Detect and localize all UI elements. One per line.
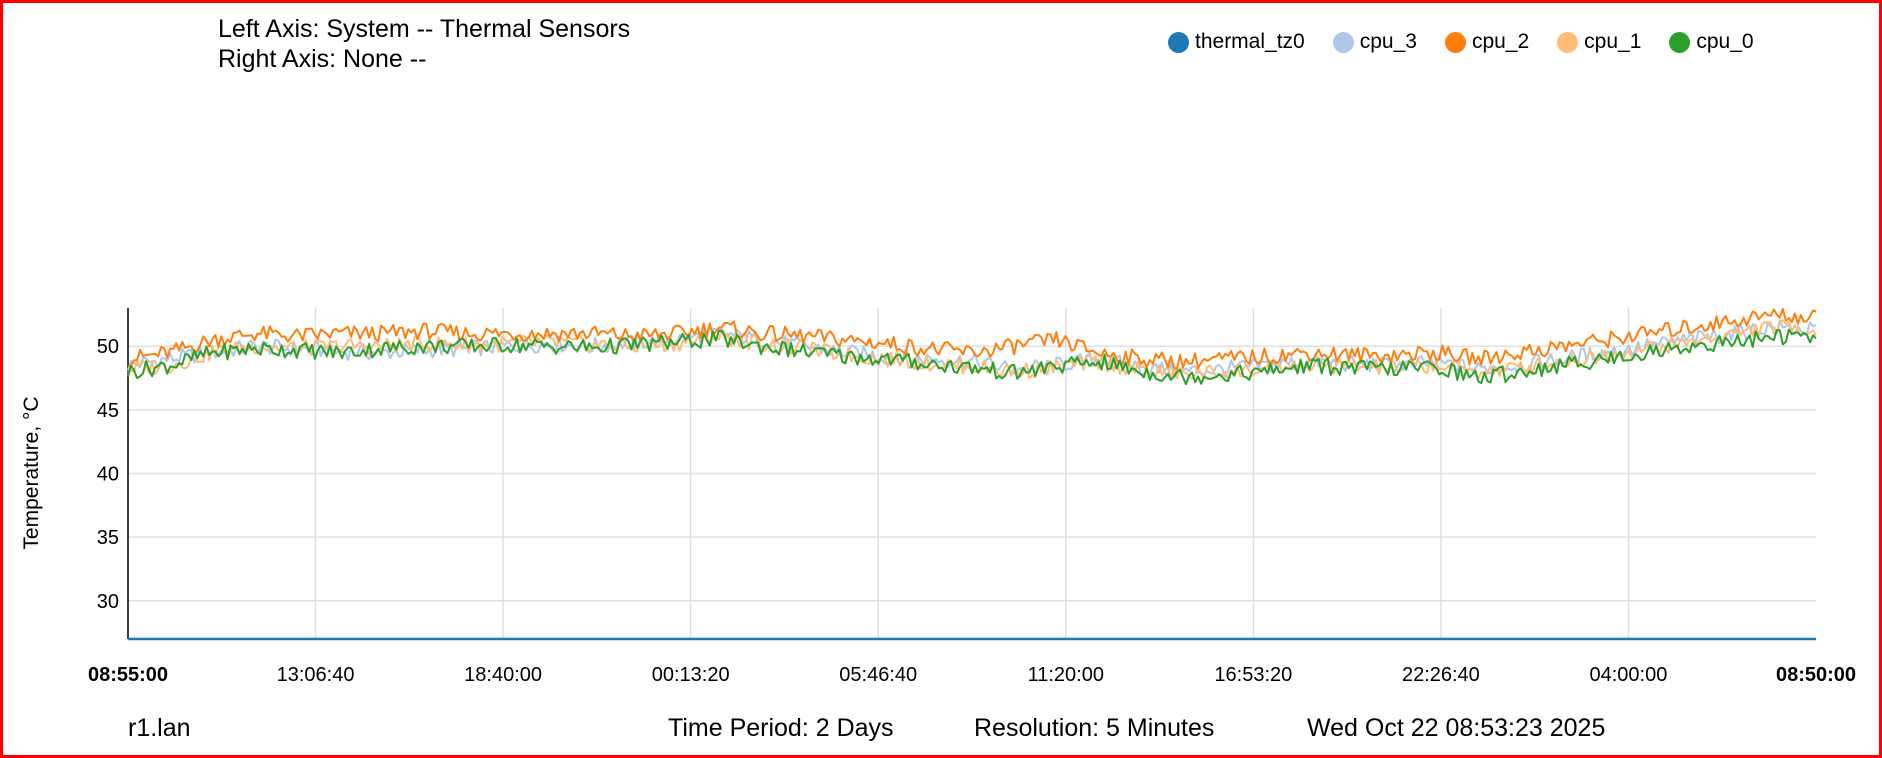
y-tick-label: 40: [97, 464, 119, 486]
series-line-cpu_0: [127, 328, 1817, 386]
y-tick-label: 30: [97, 591, 119, 613]
legend-label: cpu_0: [1696, 30, 1754, 53]
x-tick-label: 16:53:20: [1214, 664, 1292, 686]
left-axis-title: Left Axis: System -- Thermal Sensors: [218, 15, 631, 43]
legend-label: cpu_1: [1584, 30, 1642, 53]
time-period: Time Period: 2 Days: [668, 714, 894, 742]
timestamp: Wed Oct 22 08:53:23 2025: [1307, 714, 1606, 742]
y-tick-label: 45: [97, 400, 119, 422]
series-line-cpu_2: [127, 308, 1817, 371]
y-tick-label: 35: [97, 527, 119, 549]
legend-swatch: [1669, 31, 1691, 53]
legend-item-cpu_3[interactable]: cpu_3: [1332, 30, 1417, 54]
legend: thermal_tz0 cpu_3 cpu_2 cpu_1 cpu_0: [1168, 30, 1782, 54]
legend-swatch: [1168, 31, 1189, 53]
x-tick-label: 08:55:00: [88, 664, 168, 686]
legend-item-cpu_2[interactable]: cpu_2: [1444, 30, 1530, 54]
host-name: r1.lan: [128, 714, 191, 742]
legend-label: thermal_tz0: [1195, 30, 1305, 53]
legend-swatch: [1444, 31, 1466, 53]
series-line-cpu_3: [127, 319, 1817, 378]
legend-item-thermal_tz0[interactable]: thermal_tz0: [1168, 30, 1305, 54]
resolution: Resolution: 5 Minutes: [974, 714, 1215, 742]
right-axis-title: Right Axis: None --: [218, 45, 427, 73]
x-tick-label: 08:50:00: [1776, 664, 1856, 686]
legend-label: cpu_2: [1471, 30, 1530, 53]
legend-item-cpu_0[interactable]: cpu_0: [1669, 30, 1754, 54]
x-tick-label: 04:00:00: [1590, 664, 1668, 686]
legend-item-cpu_1[interactable]: cpu_1: [1557, 30, 1641, 54]
x-tick-label: 11:20:00: [1028, 664, 1104, 686]
legend-label: cpu_3: [1359, 30, 1417, 53]
y-axis-label: Temperature, °C: [20, 396, 43, 549]
legend-swatch: [1332, 31, 1354, 53]
x-tick-label: 13:06:40: [277, 664, 355, 686]
x-tick-label: 05:46:40: [839, 664, 917, 686]
x-tick-label: 22:26:40: [1402, 664, 1480, 686]
x-tick-label: 00:13:20: [652, 664, 730, 686]
x-tick-label: 18:40:00: [464, 664, 542, 686]
legend-swatch: [1557, 31, 1579, 53]
y-tick-label: 50: [97, 336, 119, 358]
